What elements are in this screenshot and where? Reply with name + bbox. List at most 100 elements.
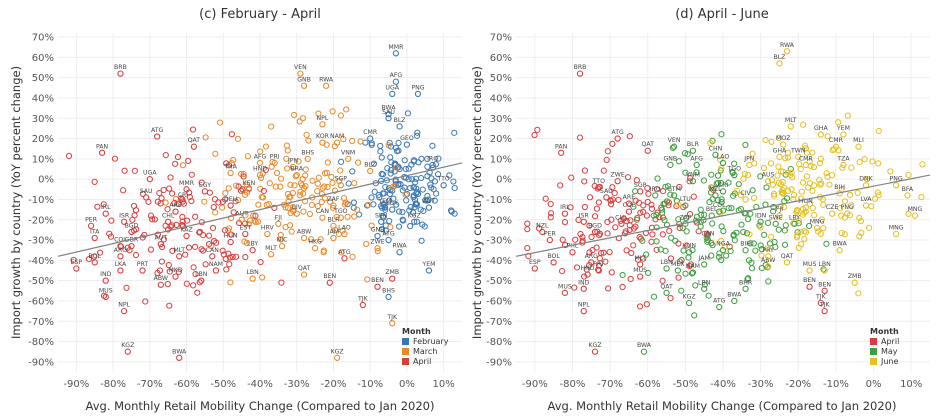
- data-point: [242, 253, 249, 261]
- data-point: [117, 242, 124, 250]
- data-point: [260, 187, 267, 195]
- data-point: [370, 201, 377, 208]
- data-point: [608, 216, 615, 223]
- data-point: [625, 200, 633, 207]
- data-point: [287, 181, 294, 188]
- point-label: LBN: [698, 279, 711, 286]
- point-label: BOL: [547, 253, 560, 260]
- x-tick-label: 0%: [399, 379, 415, 390]
- point-label: BGD: [588, 222, 602, 229]
- point-label: ATG: [151, 127, 164, 134]
- point-label: BEN: [818, 281, 831, 288]
- point-label: ARE: [623, 194, 636, 201]
- data-point: [321, 195, 329, 202]
- point-label: LBN: [818, 261, 831, 268]
- point-label: ZWE: [370, 239, 384, 246]
- data-point: [567, 204, 574, 211]
- data-point: [727, 247, 734, 255]
- data-point: [558, 149, 565, 156]
- y-tick-label: -10%: [486, 195, 512, 206]
- data-point: [806, 200, 813, 208]
- x-tick-label: -20%: [785, 379, 811, 390]
- point-label: SWE: [769, 214, 783, 221]
- y-tick-label: -80%: [486, 337, 512, 348]
- data-point: [776, 60, 783, 67]
- point-label: ABW: [154, 275, 168, 282]
- data-point: [297, 70, 304, 77]
- data-point: [425, 267, 433, 274]
- data-point: [602, 258, 609, 265]
- data-point: [70, 256, 77, 264]
- data-point: [571, 284, 578, 291]
- data-point: [668, 234, 675, 241]
- data-point: [697, 218, 704, 225]
- data-point: [392, 78, 400, 85]
- point-label: PNG: [411, 84, 424, 91]
- data-point: [440, 182, 447, 189]
- data-point: [393, 201, 400, 208]
- data-point: [765, 178, 772, 185]
- legend-swatch: [870, 338, 877, 345]
- data-point: [287, 193, 294, 200]
- data-point: [639, 237, 646, 244]
- data-point: [225, 250, 232, 257]
- data-point: [764, 245, 771, 252]
- data-point: [742, 141, 749, 149]
- data-point: [446, 172, 453, 179]
- point-label: MMR: [179, 180, 195, 187]
- data-point: [653, 246, 660, 253]
- data-point: [315, 174, 322, 181]
- legend-label: June: [880, 357, 899, 366]
- y-tick-label: 10%: [490, 154, 512, 165]
- point-label: BHR: [739, 279, 753, 286]
- data-point: [777, 203, 784, 210]
- point-label: THA: [223, 164, 237, 171]
- point-label: HUN: [224, 233, 238, 240]
- data-point: [387, 224, 394, 231]
- data-point: [623, 217, 630, 225]
- legend-label: May: [881, 347, 898, 356]
- trend-line: [57, 162, 463, 257]
- data-point: [670, 192, 678, 199]
- point-label: NPL: [118, 302, 130, 309]
- y-tick-label: -70%: [28, 317, 54, 328]
- data-point: [179, 162, 187, 169]
- data-point: [302, 166, 309, 173]
- data-point: [331, 187, 339, 194]
- data-point: [317, 236, 324, 243]
- data-point: [856, 159, 863, 166]
- point-label: SGP: [335, 176, 348, 183]
- data-point: [689, 178, 697, 185]
- data-point: [229, 253, 236, 261]
- point-label: CHL: [162, 212, 175, 219]
- data-point: [630, 203, 637, 210]
- y-tick-label: -50%: [28, 276, 54, 287]
- data-point: [147, 246, 155, 253]
- point-label: FJI: [275, 214, 282, 221]
- data-point: [385, 236, 392, 244]
- data-point: [404, 110, 412, 117]
- data-point: [371, 188, 378, 195]
- data-point: [809, 204, 816, 212]
- data-point: [609, 140, 616, 147]
- data-point: [424, 155, 431, 162]
- data-point: [718, 131, 725, 138]
- data-point: [667, 295, 674, 302]
- point-label: PRI: [270, 153, 280, 160]
- point-label: NGA: [716, 241, 730, 248]
- data-point: [875, 192, 882, 199]
- data-point: [132, 206, 140, 214]
- point-label: ABW: [761, 257, 775, 264]
- data-point: [742, 285, 749, 292]
- data-point: [787, 123, 794, 130]
- data-point: [725, 205, 732, 212]
- data-point: [731, 297, 738, 305]
- data-point: [382, 183, 389, 191]
- data-point: [128, 228, 135, 236]
- data-point: [395, 147, 402, 154]
- data-point: [643, 301, 650, 308]
- data-point: [708, 171, 715, 178]
- data-point: [740, 175, 747, 182]
- x-tick-label: -50%: [672, 379, 698, 390]
- data-point: [370, 160, 378, 167]
